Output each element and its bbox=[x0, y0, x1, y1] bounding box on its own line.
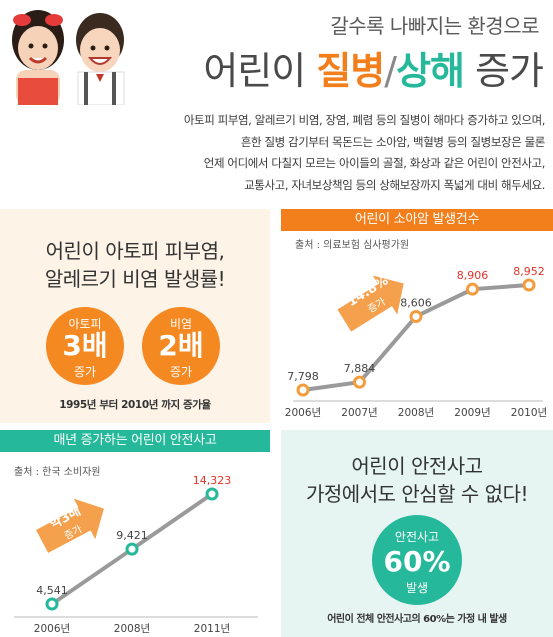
atopy-badge: 아토피 3배 증가 bbox=[46, 307, 124, 385]
data-point bbox=[353, 375, 366, 389]
cancer-banner: 어린이 소아암 발생건수 bbox=[281, 209, 553, 231]
allergy-panel: 어린이 아토피 피부염, 알레르기 비염 발생률! 아토피 3배 증가 비염 2… bbox=[0, 209, 270, 423]
intro-line: 흔한 질병 감기부터 목돈드는 소아암, 백혈병 등의 질병보장은 물론 bbox=[240, 134, 546, 149]
rhinitis-badge-bottom: 증가 bbox=[169, 365, 193, 379]
atopy-badge-top: 아토피 bbox=[68, 317, 102, 331]
accidents-line-chart: 4,541 2006년 9,421 2008년 14,323 2011년 bbox=[14, 474, 258, 635]
data-label: 7,884 bbox=[344, 362, 376, 375]
title-slash: / bbox=[384, 49, 397, 93]
x-tick-label: 2006년 bbox=[285, 407, 321, 419]
data-label: 7,798 bbox=[287, 370, 319, 383]
allergy-title-line2: 알레르기 비염 발생률! bbox=[44, 267, 226, 291]
intro-line: 교통사고, 자녀보상책임 등의 상해보장까지 폭넓게 대비 해두세요. bbox=[244, 177, 545, 192]
cancer-panel: 어린이 소아암 발생건수 출처 : 의료보험 심사평가원 7,798 2006년 7… bbox=[281, 209, 553, 423]
hero-title: 어린이 질병/상해 증가 bbox=[203, 40, 544, 95]
children-photo bbox=[0, 0, 135, 105]
intro-line: 아토피 피부염, 알레르기 비염, 장염, 폐렴 등의 질병이 해마다 증가하고… bbox=[183, 113, 546, 127]
x-tick-label: 2007년 bbox=[341, 407, 377, 419]
rhinitis-badge-value: 2배 bbox=[158, 329, 204, 362]
rhinitis-badge-top: 비염 bbox=[169, 317, 193, 331]
title-prefix: 어린이 bbox=[203, 49, 317, 93]
hero-header: 갈수록 나빠지는 환경으로 어린이 질병/상해 증가 bbox=[0, 0, 553, 108]
title-disease: 질병 bbox=[316, 49, 385, 93]
data-label: 14,323 bbox=[193, 474, 232, 487]
data-point bbox=[522, 278, 536, 292]
x-tick-label: 2010년 bbox=[511, 407, 547, 419]
title-injury: 상해 bbox=[396, 49, 465, 93]
intro-text: 아토피 피부염, 알레르기 비염, 장염, 폐렴 등의 질병이 해마다 증가하고… bbox=[85, 110, 546, 196]
x-tick-label: 2008년 bbox=[114, 623, 150, 635]
x-tick-label: 2006년 bbox=[34, 623, 70, 635]
data-label: 9,421 bbox=[116, 529, 148, 542]
x-tick-label: 2008년 bbox=[398, 407, 434, 419]
intro-line: 언제 어디에서 다칠지 모르는 아이들의 골절, 화상과 같은 어린이 안전사고… bbox=[203, 156, 546, 170]
home-safety-panel: 어린이 안전사고 가정에서도 안심할 수 없다! 안전사고 60% 발생 어린이… bbox=[281, 430, 553, 637]
home-accident-badge: 안전사고 60% 발생 bbox=[372, 515, 462, 605]
allergy-note: 1995년 부터 2010년 까지 증가율 bbox=[59, 399, 211, 411]
atopy-badge-value: 3배 bbox=[62, 329, 108, 362]
home-badge-top: 안전사고 bbox=[394, 530, 440, 544]
rhinitis-badge: 비염 2배 증가 bbox=[142, 307, 220, 385]
data-point bbox=[466, 282, 479, 296]
accidents-banner: 매년 증가하는 어린이 안전사고 bbox=[0, 430, 270, 452]
data-point bbox=[125, 542, 139, 556]
data-point bbox=[296, 383, 310, 397]
accidents-panel: 매년 증가하는 어린이 안전사고 출처 : 한국 소비자원 4,541 2006년… bbox=[0, 430, 270, 637]
cancer-source: 출처 : 의료보험 심사평가원 bbox=[295, 240, 410, 251]
data-label: 8,906 bbox=[457, 269, 489, 282]
home-badge-value: 60% bbox=[383, 545, 451, 578]
title-suffix: 증가 bbox=[464, 49, 544, 93]
hero-subtitle: 갈수록 나빠지는 환경으로 bbox=[330, 14, 539, 38]
data-label: 8,606 bbox=[400, 296, 432, 309]
home-badge-bottom: 발생 bbox=[405, 581, 429, 595]
cancer-growth-arrow bbox=[337, 275, 404, 332]
data-label: 8,952 bbox=[513, 265, 545, 278]
allergy-title-line1: 어린이 아토피 피부염, bbox=[45, 239, 225, 263]
data-label: 4,541 bbox=[36, 584, 68, 597]
x-tick-label: 2009년 bbox=[454, 407, 490, 419]
home-safety-note: 어린이 전체 안전사고의 60%는 가정 내 발생 bbox=[327, 614, 507, 625]
data-point bbox=[45, 597, 59, 611]
data-point bbox=[409, 309, 423, 323]
atopy-badge-bottom: 증가 bbox=[73, 365, 97, 379]
accidents-growth-arrow bbox=[35, 498, 104, 553]
home-safety-title-line1: 어린이 안전사고 bbox=[351, 454, 483, 478]
x-tick-label: 2011년 bbox=[194, 623, 230, 635]
home-safety-title-line2: 가정에서도 안심할 수 없다! bbox=[306, 482, 529, 506]
data-point bbox=[205, 487, 219, 501]
cancer-line-chart: 7,798 2006년 7,884 2007년 8,606 2008년 8,906 2009년… bbox=[285, 265, 547, 419]
accidents-source: 출처 : 한국 소비자원 bbox=[14, 467, 101, 478]
